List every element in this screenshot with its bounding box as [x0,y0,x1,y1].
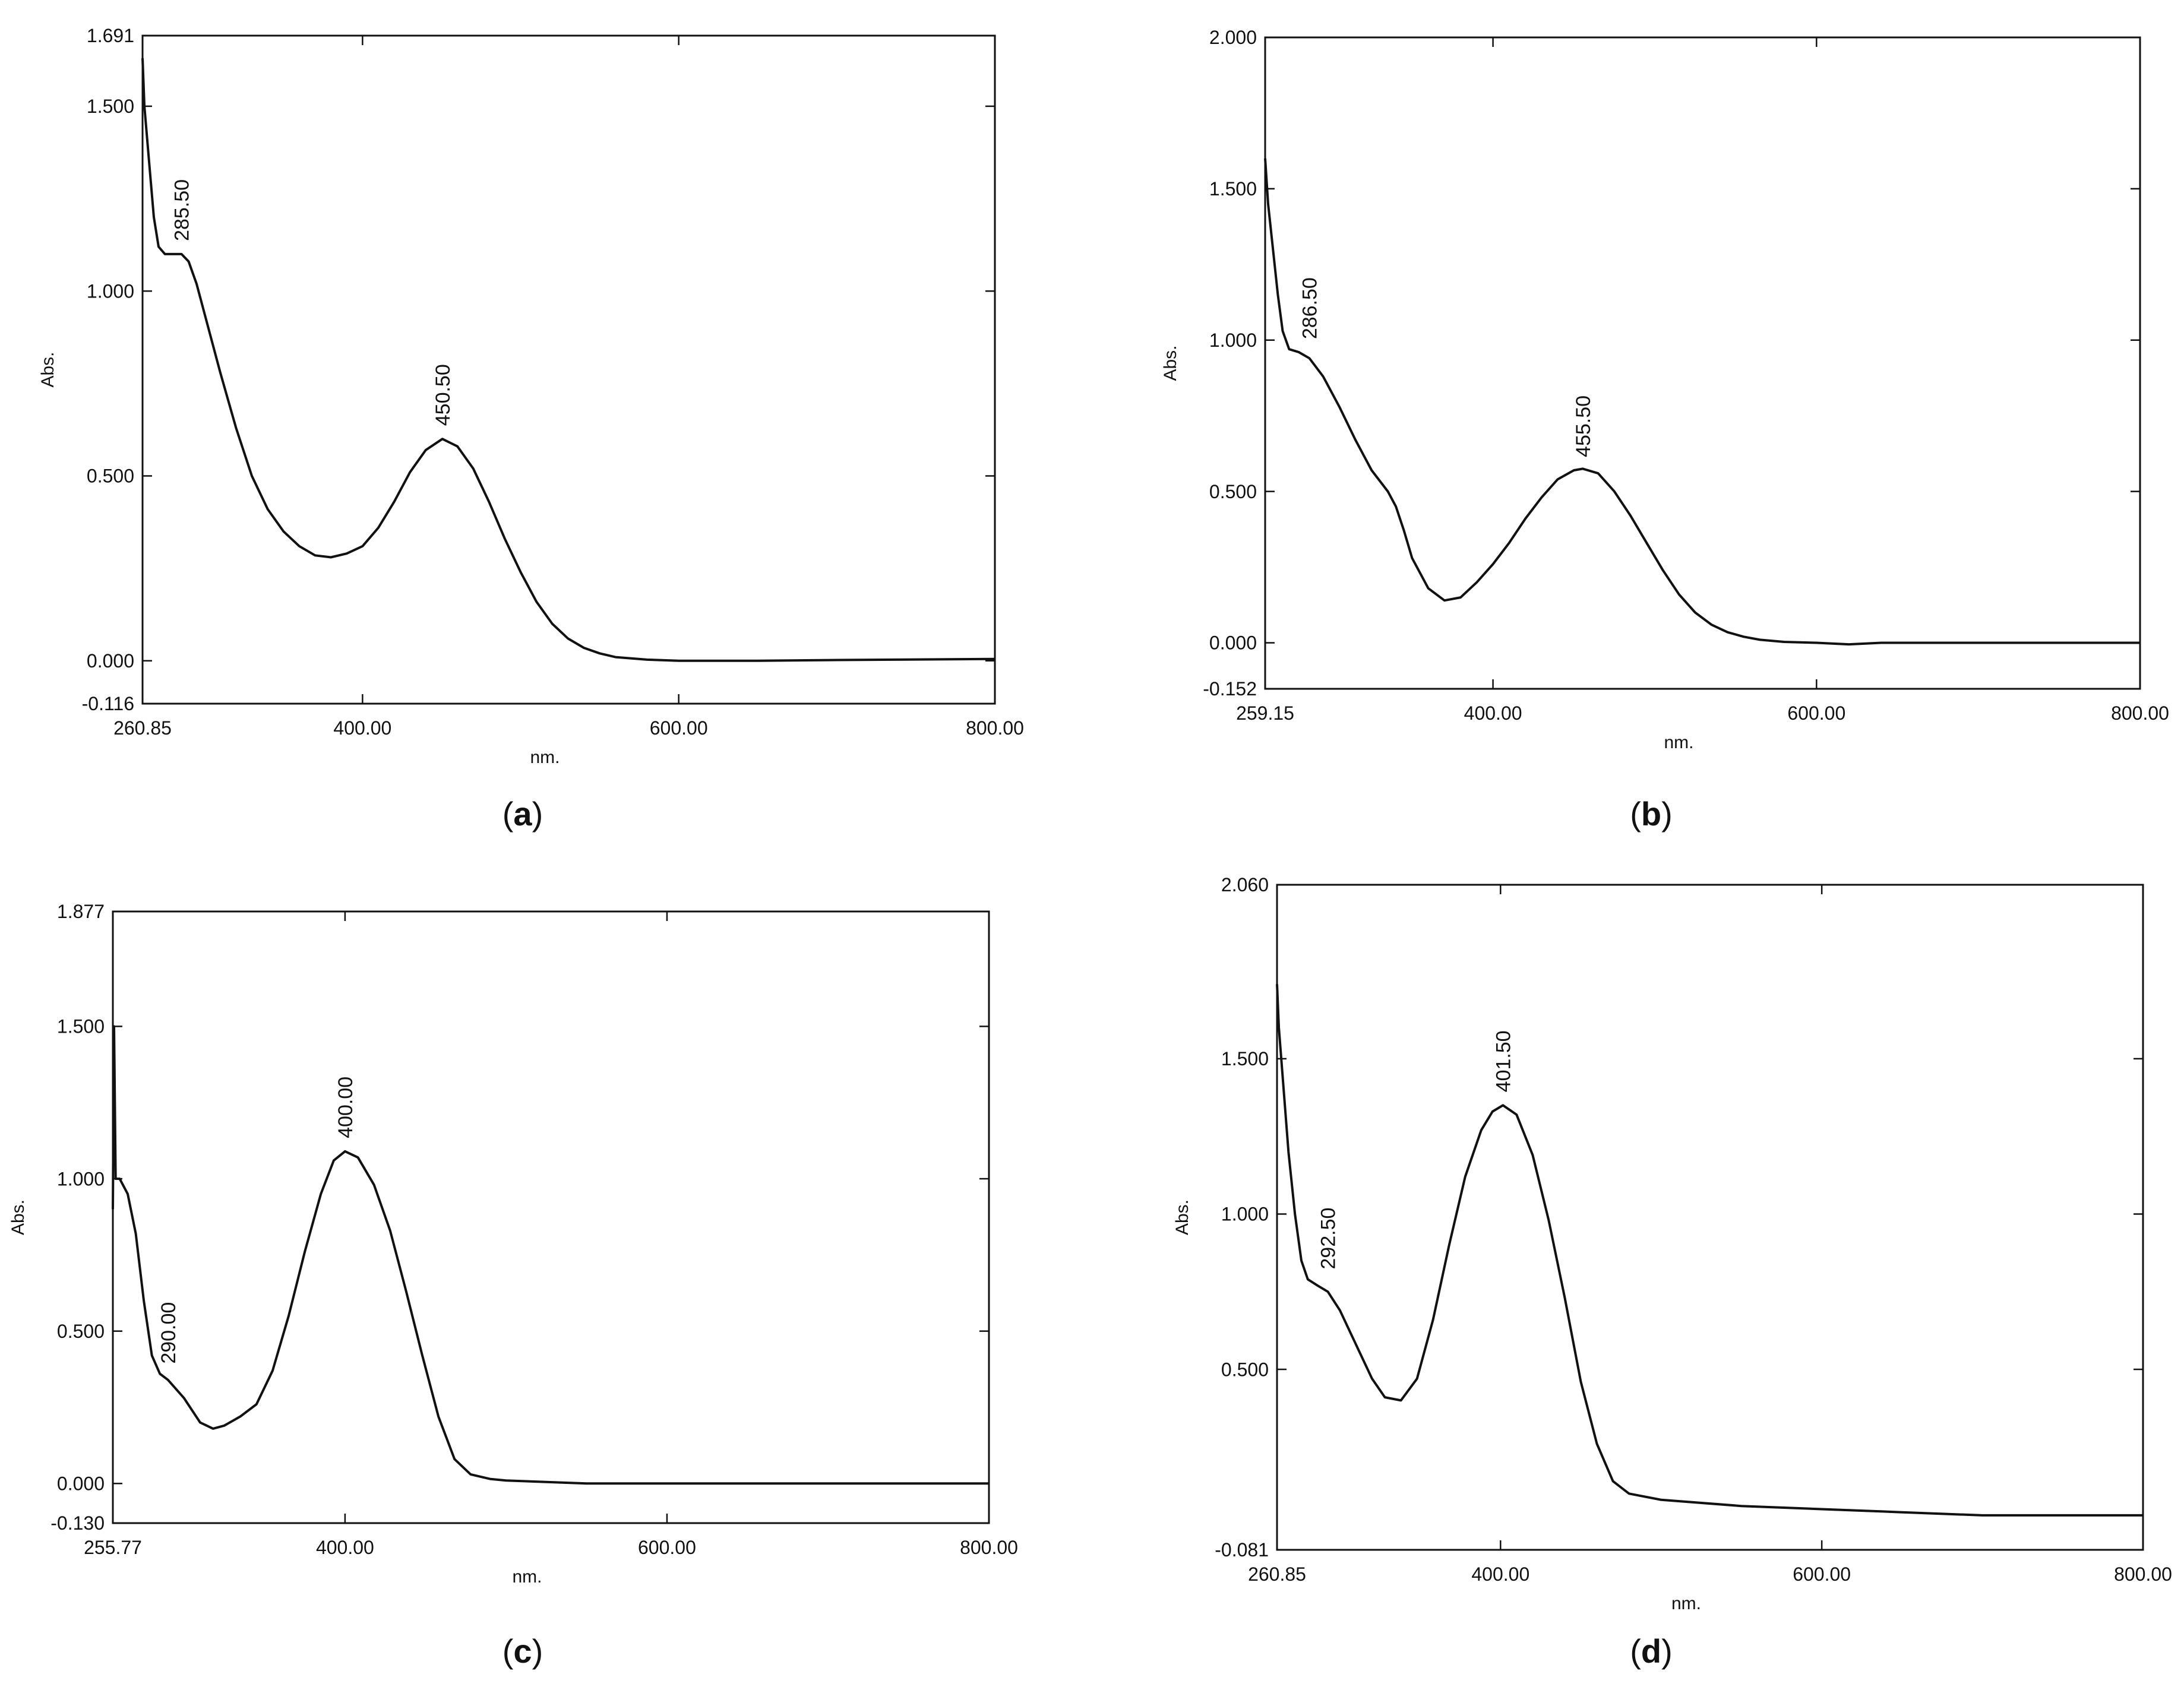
y-tick-label: 1.500 [1221,1048,1269,1069]
plot-frame [112,910,990,1524]
panel-caption-letter: a [513,795,532,833]
spectrum-line [1276,984,2143,1517]
y-axis-label: Abs. [8,1199,28,1235]
x-tick-label: 259.15 [1236,702,1294,724]
x-tick-label: 800.00 [2111,702,2169,724]
y-tick-label: -0.116 [82,693,134,714]
peak-label: 292.50 [1317,1208,1340,1270]
x-tick-label: 400.00 [333,717,391,739]
plot-frame [1276,884,2144,1551]
plot-frame [141,34,996,705]
peak-label: 285.50 [171,179,194,241]
x-tick-label: 600.00 [1787,702,1845,724]
peak-label: 455.50 [1572,395,1595,457]
panel-caption: (a) [502,795,543,833]
peak-label: 400.00 [334,1077,357,1138]
plot-frame [1264,36,2141,690]
x-axis-label: nm. [1664,733,1693,752]
y-tick-label: 0.000 [1209,632,1257,654]
y-tick-label: -0.081 [1215,1539,1269,1561]
y-tick-label: 1.500 [1209,178,1257,200]
y-tick-label: 0.500 [1221,1359,1269,1380]
peak-label: 401.50 [1492,1030,1515,1092]
x-tick-label: 400.00 [1464,702,1522,724]
x-tick-label: 800.00 [966,717,1024,739]
y-tick-label: 1.500 [87,96,134,117]
y-tick-label: 1.000 [1209,330,1257,351]
peak-label: 450.50 [432,364,454,426]
x-tick-label: 400.00 [316,1537,374,1558]
x-axis-label: nm. [530,748,560,767]
y-axis-label: Abs. [38,352,58,387]
y-tick-label: 0.000 [57,1473,105,1494]
spectrum-line [112,1025,989,1485]
peak-label: 290.00 [157,1302,180,1364]
x-tick-label: 600.00 [638,1537,696,1558]
x-tick-label: 400.00 [1471,1563,1529,1585]
panel-caption: (b) [1630,795,1673,833]
y-tick-label: 0.000 [87,650,134,672]
x-axis-label: nm. [1671,1594,1701,1613]
x-axis-label: nm. [512,1567,542,1587]
spectrum-line [141,58,995,662]
y-tick-label: 2.060 [1221,874,1269,895]
chart-panel-a: -0.116 0.000 0.500 1.000 1.500 1.691 260.85 400… [38,25,1024,833]
spectrum-line [1264,158,2140,646]
y-tick-label: -0.152 [1203,678,1257,700]
y-tick-label: 1.877 [57,901,105,922]
y-tick-label: 0.500 [1209,481,1257,502]
x-tick-label: 800.00 [960,1537,1018,1558]
y-tick-label: -0.130 [50,1512,105,1534]
y-tick-label: 1.000 [1221,1204,1269,1225]
panel-caption: (c) [502,1632,543,1670]
y-tick-label: 1.691 [87,25,134,46]
panel-caption-letter: c [513,1632,532,1670]
y-axis-label: Abs. [1172,1199,1192,1235]
y-axis-label: Abs. [1161,345,1180,381]
x-tick-label: 600.00 [1793,1563,1851,1585]
y-tick-label: 1.000 [87,280,134,302]
panel-caption: (d) [1630,1632,1673,1670]
peak-label: 286.50 [1298,277,1321,339]
x-tick-label: 800.00 [2114,1563,2172,1585]
panel-caption-letter: b [1641,795,1661,833]
x-tick-label: 255.77 [84,1537,142,1558]
panel-caption-letter: d [1641,1632,1661,1670]
y-tick-label: 0.500 [57,1321,105,1342]
chart-panel-c: -0.130 0.000 0.500 1.000 1.500 1.877 255.77 400… [8,901,1018,1670]
chart-panel-d: -0.081 0.500 1.000 1.500 2.060 260.85 400.00 60… [1172,874,2172,1670]
y-tick-label: 2.000 [1209,27,1257,48]
x-tick-label: 600.00 [650,717,708,739]
x-tick-label: 260.85 [1248,1563,1306,1585]
y-tick-label: 1.000 [57,1168,105,1189]
y-tick-label: 1.500 [57,1016,105,1037]
x-tick-label: 260.85 [113,717,172,739]
chart-panel-b: -0.152 0.000 0.500 1.000 1.500 2.000 259.15 400… [1161,27,2169,833]
y-tick-label: 0.500 [87,466,134,487]
